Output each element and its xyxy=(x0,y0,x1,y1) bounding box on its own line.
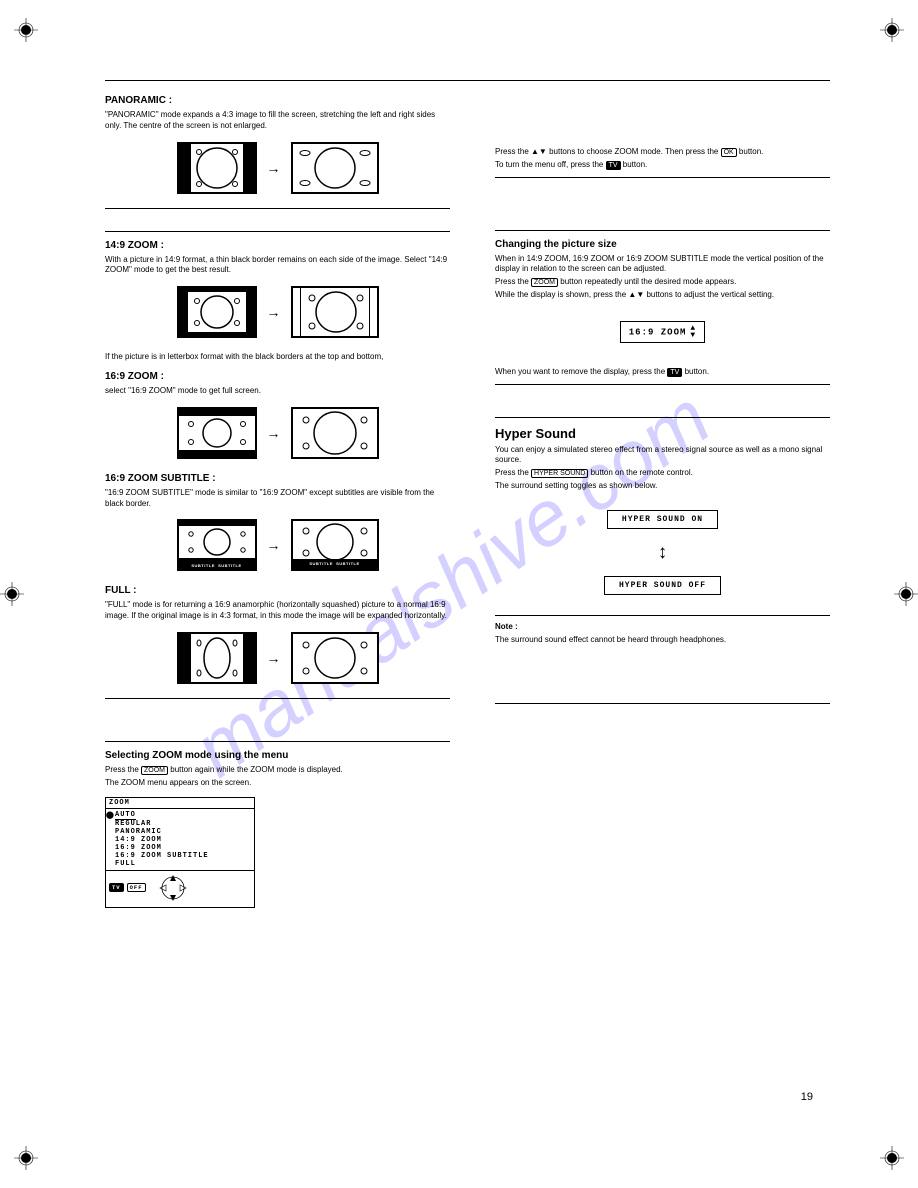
tv-pill: TV xyxy=(109,883,124,892)
subtitle-label: SUBTITLE SUBTITLE xyxy=(179,563,255,568)
zoom-menu-step1: Press the ZOOM button again while the ZO… xyxy=(105,765,450,776)
arrow-right-icon: → xyxy=(267,537,281,553)
heading-panoramic: PANORAMIC : xyxy=(105,95,450,106)
registration-mark-icon xyxy=(880,18,904,42)
hyper-sound-on-box: HYPER SOUND ON xyxy=(607,510,718,529)
tv-button-label: TV xyxy=(606,161,621,170)
double-arrow-icon: ↕ xyxy=(658,543,668,562)
result-full-icon xyxy=(291,632,379,684)
heading-169zoom: 16:9 ZOOM : xyxy=(105,371,450,382)
registration-mark-icon xyxy=(0,582,24,606)
change-size-step2: While the display is shown, press the ▲▼… xyxy=(495,290,830,301)
arrow-right-icon: → xyxy=(267,160,281,176)
source-149-icon xyxy=(177,286,257,338)
updown-arrows-icon: ▲▼ xyxy=(690,325,696,339)
desc-169zoom: select "16:9 ZOOM" mode to get full scre… xyxy=(105,386,450,397)
zoom-button-label: ZOOM xyxy=(141,766,168,775)
registration-mark-icon xyxy=(880,1146,904,1170)
result-149-icon xyxy=(291,286,379,338)
illus-149zoom: → xyxy=(105,286,450,338)
desc-panoramic: "PANORAMIC" mode expands a 4:3 image to … xyxy=(105,110,450,132)
registration-mark-icon xyxy=(894,582,918,606)
heading-169sub: 16:9 ZOOM SUBTITLE : xyxy=(105,473,450,484)
hyper-sound-button-label: HYPER SOUND xyxy=(531,469,588,478)
change-size-desc: When in 14:9 ZOOM, 16:9 ZOOM or 16:9 ZOO… xyxy=(495,254,830,276)
arrow-right-icon: → xyxy=(267,304,281,320)
heading-full: FULL : xyxy=(105,585,450,596)
menu-item: 16:9 ZOOM SUBTITLE xyxy=(115,852,251,860)
hyper-sound-toggle-diagram: HYPER SOUND ON ↕ HYPER SOUND OFF xyxy=(495,510,830,595)
illus-169zoom: → xyxy=(105,407,450,459)
illus-169sub: SUBTITLE SUBTITLE → SUBTITLE SUBTITLE xyxy=(105,519,450,571)
menu-title: ZOOM xyxy=(106,798,254,809)
change-size-step1: Press the ZOOM button repeatedly until t… xyxy=(495,277,830,288)
off-pill: OFF xyxy=(127,883,146,892)
subtitle-bar: SUBTITLE SUBTITLE xyxy=(293,559,377,569)
page-content: PANORAMIC : "PANORAMIC" mode expands a 4… xyxy=(105,80,830,916)
heading-149zoom: 14:9 ZOOM : xyxy=(105,240,450,251)
desc-149zoom: With a picture in 14:9 format, a thin bl… xyxy=(105,255,450,277)
result-subtitle-icon: SUBTITLE SUBTITLE xyxy=(291,519,379,571)
heading-hyper-sound: Hyper Sound xyxy=(495,426,830,441)
menu-item: FULL xyxy=(115,860,251,868)
source-anamorphic-icon xyxy=(177,632,257,684)
hyper-sound-off-box: HYPER SOUND OFF xyxy=(604,576,721,595)
page-number: 19 xyxy=(801,1091,813,1103)
hyper-desc: You can enjoy a simulated stereo effect … xyxy=(495,445,830,467)
heading-zoom-menu: Selecting ZOOM mode using the menu xyxy=(105,750,450,761)
zoom-osd-menu: ZOOM ⬤ AUTO REGULAR PANORAMIC 14:9 ZOOM … xyxy=(105,797,255,908)
source-letterbox-icon xyxy=(177,407,257,459)
top-rule xyxy=(105,80,830,81)
illus-panoramic: → xyxy=(105,142,450,194)
desc-full: "FULL" mode is for returning a 16:9 anam… xyxy=(105,600,450,622)
cursor-icon: ⬤ xyxy=(106,811,115,820)
menu-item: PANORAMIC xyxy=(115,828,251,836)
source-subtitle-icon: SUBTITLE SUBTITLE xyxy=(177,519,257,571)
hyper-step1: Press the HYPER SOUND button on the remo… xyxy=(495,468,830,479)
menu-item-selected: AUTO xyxy=(115,811,136,820)
menu-item: 16:9 ZOOM xyxy=(115,844,251,852)
hyper-step2: The surround setting toggles as shown be… xyxy=(495,481,830,492)
zoom-menu-step3: Press the ▲▼ buttons to choose ZOOM mode… xyxy=(495,147,830,158)
zoom-button-label: ZOOM xyxy=(531,278,558,287)
menu-items: ⬤ AUTO REGULAR PANORAMIC 14:9 ZOOM 16:9 … xyxy=(106,809,254,870)
arrow-right-icon: → xyxy=(267,425,281,441)
change-size-step3: When you want to remove the display, pre… xyxy=(495,367,830,378)
zoom-menu-step4: To turn the menu off, press the TV butto… xyxy=(495,160,830,171)
tv-button-label: TV xyxy=(667,368,682,377)
zoom-osd-indicator: 16:9 ZOOM▲▼ xyxy=(620,321,705,343)
menu-item: REGULAR xyxy=(115,820,251,828)
hyper-note: Note : xyxy=(495,622,830,633)
illus-full: → xyxy=(105,632,450,684)
registration-mark-icon xyxy=(14,18,38,42)
desc-169sub: "16:9 ZOOM SUBTITLE" mode is similar to … xyxy=(105,488,450,510)
arrow-right-icon: → xyxy=(267,650,281,666)
heading-change-size: Changing the picture size xyxy=(495,239,830,250)
result-169-icon xyxy=(291,407,379,459)
registration-mark-icon xyxy=(14,1146,38,1170)
hyper-note-text: The surround sound effect cannot be hear… xyxy=(495,635,830,646)
desc-149zoom-2: If the picture is in letterbox format wi… xyxy=(105,352,450,363)
nav-diamond-icon xyxy=(158,873,188,903)
source-4-3-icon xyxy=(177,142,257,194)
menu-item: 14:9 ZOOM xyxy=(115,836,251,844)
zoom-menu-step2: The ZOOM menu appears on the screen. xyxy=(105,778,450,789)
ok-button-label: OK xyxy=(721,148,737,157)
result-panoramic-icon xyxy=(291,142,379,194)
